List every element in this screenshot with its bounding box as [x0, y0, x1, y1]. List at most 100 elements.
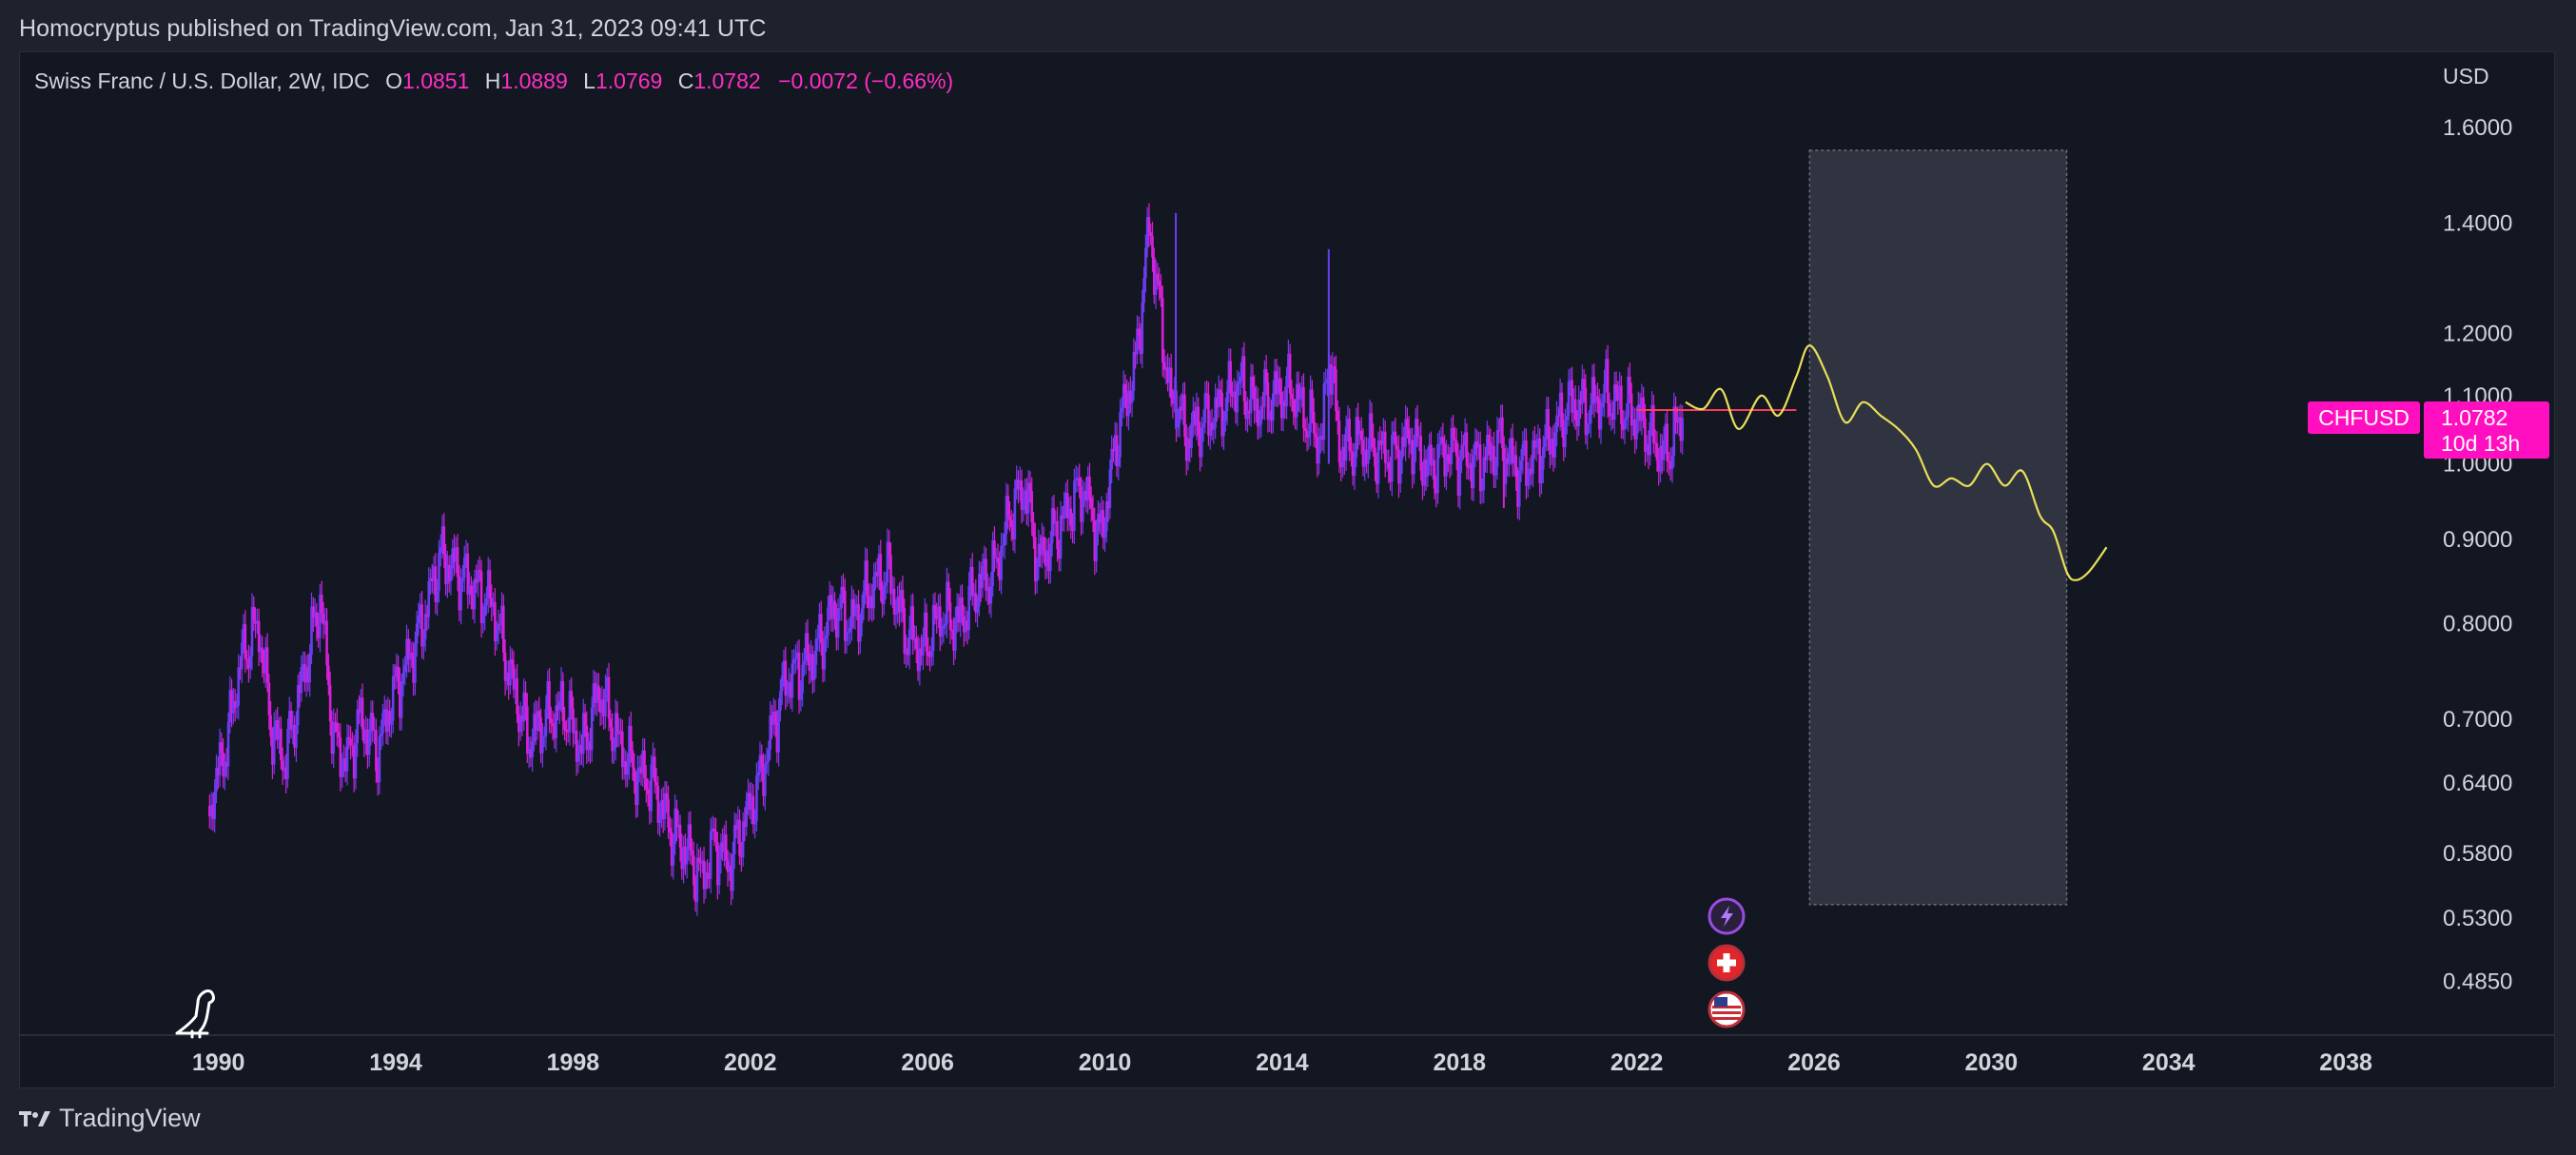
candle-body [342, 757, 345, 764]
candle-body [1161, 298, 1164, 362]
candle-body [341, 763, 343, 777]
candle-body [829, 595, 833, 619]
candle-body [345, 736, 349, 772]
candle-body [1618, 385, 1621, 401]
candle-body [1145, 217, 1149, 248]
candle-body [762, 767, 765, 796]
candle-body [797, 652, 801, 700]
candle-body [1052, 508, 1056, 524]
candle-body [438, 553, 440, 592]
candle-body [306, 666, 310, 683]
time-tick-label: 2006 [901, 1049, 954, 1076]
candle-body [1142, 278, 1145, 303]
candle-body [810, 654, 812, 671]
price-tick-label: 1.2000 [2443, 321, 2512, 346]
candle-body [335, 722, 339, 733]
candle-body [993, 539, 996, 558]
tradingview-brand[interactable]: TradingView [59, 1104, 201, 1132]
candle-body [580, 744, 583, 754]
candle-body [453, 548, 456, 562]
candle-body [419, 604, 422, 616]
candle-body [634, 781, 637, 806]
candle-body [1071, 525, 1074, 532]
candle-body [1192, 410, 1195, 423]
candle-body [1674, 406, 1677, 421]
candle-body [1076, 477, 1080, 480]
candle-body [602, 699, 605, 717]
candle-body [976, 606, 979, 614]
candle-body [1199, 436, 1201, 458]
candle-body [823, 638, 827, 670]
candle-body [233, 700, 237, 708]
candle-body [278, 729, 281, 740]
candle-body [843, 590, 847, 641]
candle-body [1117, 457, 1121, 467]
candle-body [775, 722, 779, 753]
candle-body [1132, 352, 1136, 391]
candle-body [565, 729, 568, 732]
candle-body [1339, 461, 1343, 468]
candle-body [583, 713, 587, 726]
candle-body [1136, 328, 1139, 355]
candle-body [1292, 399, 1296, 413]
candle-body [1030, 491, 1034, 522]
candle-body [835, 617, 838, 638]
candle-body [1201, 422, 1205, 428]
candle-body [1666, 423, 1669, 461]
us-flag-icon[interactable] [1708, 990, 1746, 1028]
legend-open-value: 1.0851 [402, 69, 469, 93]
candle-body [477, 570, 479, 583]
candle-body [874, 572, 877, 577]
candle-body [661, 799, 665, 819]
candle-body [974, 593, 978, 614]
candle-body [254, 620, 257, 624]
candle-body [408, 653, 412, 660]
candle-body [842, 586, 845, 591]
candle-body [879, 554, 883, 591]
candle-body [1219, 389, 1222, 393]
legend-high-label: H [485, 69, 501, 93]
candle-body [633, 767, 636, 782]
candle-body [1290, 393, 1294, 400]
candle-body [1013, 488, 1017, 540]
candle-body [1370, 413, 1374, 438]
candle-body [667, 798, 670, 829]
candle-body [1297, 383, 1300, 400]
candle-body [1312, 412, 1316, 434]
candle-body [1358, 430, 1361, 436]
price-axis[interactable]: 1.60001.40001.20001.10001.00000.90000.80… [2443, 115, 2512, 995]
candle-body [405, 638, 408, 665]
candle-body [1025, 490, 1028, 514]
time-axis[interactable]: 1990 1994 1998 2002 2006 2010 2014 2018 2022 2026… [192, 1049, 2372, 1076]
candle-body [1519, 460, 1523, 471]
candle-body [650, 764, 653, 812]
legend-high-value: 1.0889 [500, 69, 567, 93]
candle-body [1391, 434, 1394, 482]
candle-body [1154, 273, 1158, 295]
candle-body [784, 660, 788, 696]
swiss-flag-icon[interactable] [1708, 944, 1746, 982]
candle-body [1446, 454, 1450, 461]
candle-body [1550, 439, 1553, 455]
candle-body [1234, 391, 1238, 413]
candle-body [208, 806, 211, 817]
candle-body [1621, 423, 1625, 430]
candle-body [732, 825, 736, 855]
candle-body [1032, 521, 1035, 538]
candle-body [931, 605, 935, 652]
price-tag-value-bg [2424, 401, 2549, 459]
candle-body [1296, 383, 1298, 418]
candle-body [1298, 395, 1302, 400]
candle-body [1266, 382, 1270, 420]
price-tick-label: 1.4000 [2443, 211, 2512, 237]
candle-body [1207, 394, 1210, 436]
candle-body [979, 574, 983, 588]
candle-body [401, 672, 405, 684]
candle-body [1149, 232, 1153, 236]
candle-body [1098, 513, 1102, 523]
candle-body [1225, 391, 1229, 412]
candle-body [397, 666, 400, 682]
flash-icon[interactable] [1708, 897, 1746, 935]
tradingview-logo-icon[interactable] [19, 1109, 51, 1128]
